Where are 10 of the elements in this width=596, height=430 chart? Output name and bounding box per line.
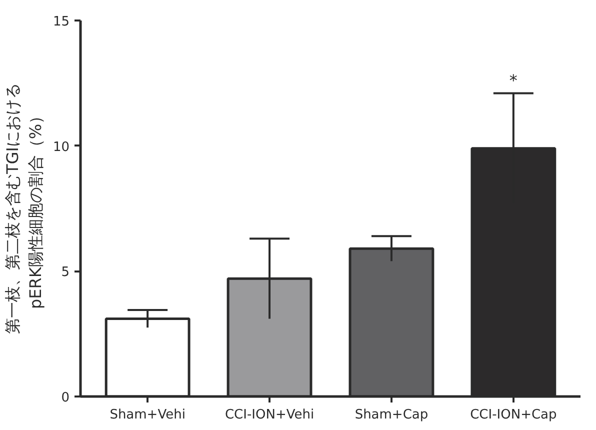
x-tick-label: Sham+Vehi xyxy=(110,408,186,422)
y-tick-label: 5 xyxy=(61,265,70,280)
x-tick-label: Sham+Cap xyxy=(354,408,428,422)
x-tick-label: CCI-ION+Cap xyxy=(470,408,557,422)
y-tick-label: 0 xyxy=(61,390,70,406)
y-tick-label: 15 xyxy=(52,14,70,30)
annotation: * xyxy=(509,71,518,90)
x-tick-label: CCI-ION+Vehi xyxy=(224,408,314,422)
y-tick-label: 10 xyxy=(52,140,70,155)
y-axis-title: 第一枝、第二枝を含むTGIにおける pERK陽性細胞の割合（%） xyxy=(3,83,45,334)
